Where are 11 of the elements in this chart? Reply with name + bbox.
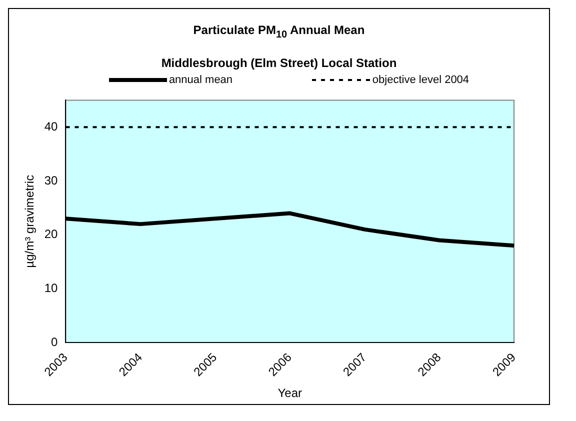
legend-label: annual mean bbox=[168, 74, 233, 86]
legend-label: objective level 2004 bbox=[372, 74, 470, 86]
y-tick-label: 30 bbox=[44, 174, 58, 188]
chart-subtitle: Middlesbrough (Elm Street) Local Station bbox=[160, 56, 398, 70]
y-tick-label: 10 bbox=[44, 281, 58, 296]
y-tick-label: 0 bbox=[51, 335, 58, 350]
y-axis-title: µg/m³ gravimetric bbox=[22, 175, 37, 268]
y-tick-label: 20 bbox=[44, 228, 58, 242]
y-tick-label: 40 bbox=[44, 120, 58, 134]
x-axis-title: Year bbox=[278, 386, 302, 401]
chart-title: Particulate PM$_{10}$ Annual Mean bbox=[192, 23, 366, 40]
